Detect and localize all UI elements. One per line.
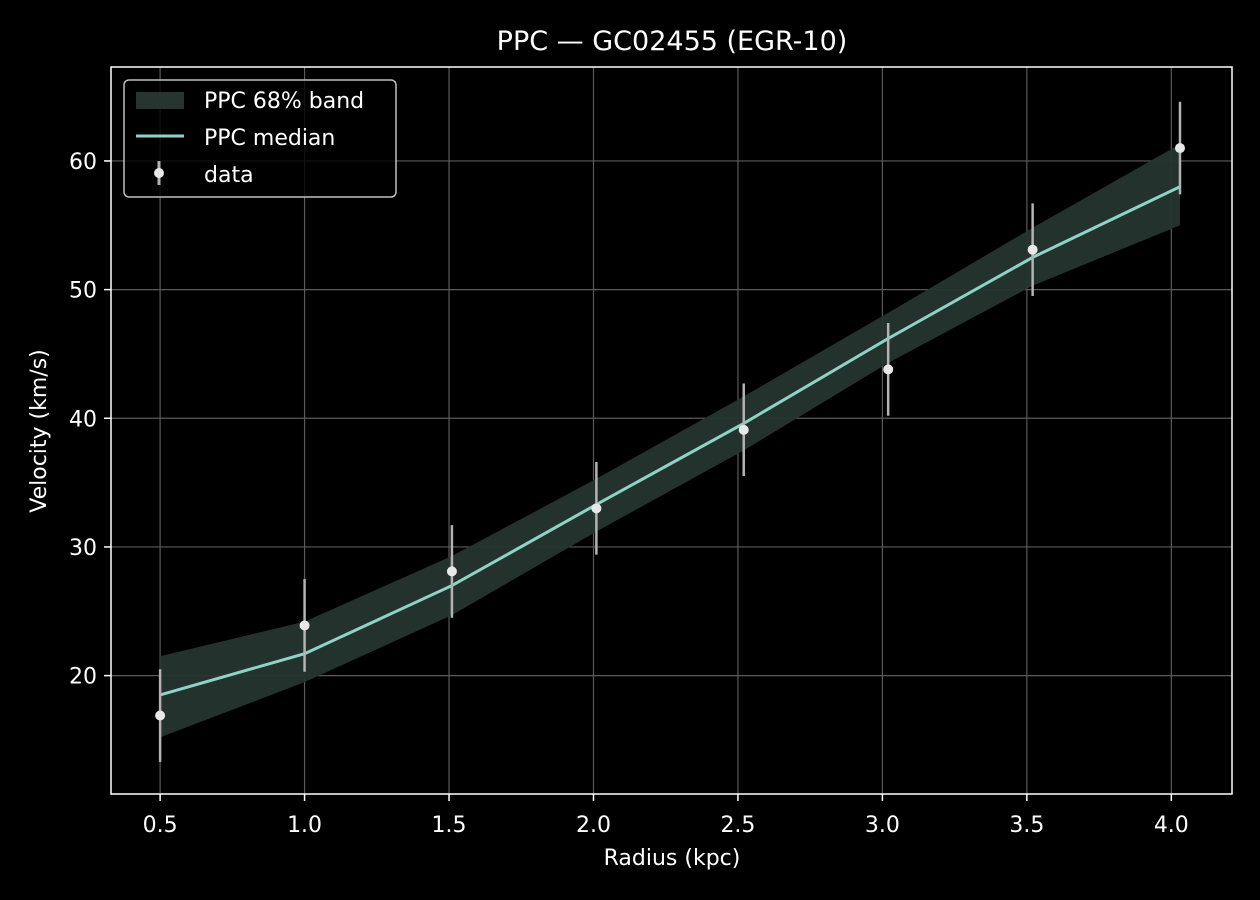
legend-band-swatch xyxy=(136,92,184,109)
x-axis-label: Radius (kpc) xyxy=(604,846,741,871)
ppc-median-layer xyxy=(159,185,1181,697)
data-point xyxy=(1174,143,1185,154)
legend-label-median: PPC median xyxy=(204,126,335,151)
legend-label-band: PPC 68% band xyxy=(204,89,364,114)
data-point xyxy=(446,566,457,577)
data-point xyxy=(155,710,166,721)
data-point xyxy=(883,364,894,375)
legend-frame xyxy=(123,79,397,198)
ppc-68-band xyxy=(160,144,1181,738)
axis-ticks: 0.5 1.0 1.5 2.0 2.5 3.0 3.5 4.0 20 30 40 50 60 xyxy=(69,150,1189,838)
data-point xyxy=(1027,244,1038,255)
ppc-median-line xyxy=(159,185,1181,697)
y-tick-label: 60 xyxy=(69,150,97,175)
x-tick-label: 3.5 xyxy=(1009,813,1044,838)
data-points-layer xyxy=(155,101,1185,762)
x-tick-label: 3.0 xyxy=(865,813,900,838)
x-tick-label: 2.5 xyxy=(720,813,755,838)
y-axis-label: Velocity (km/s) xyxy=(27,349,52,513)
data-point xyxy=(738,424,749,435)
plot-area-frame xyxy=(110,66,1233,795)
data-point xyxy=(591,503,602,514)
data-point xyxy=(299,620,310,631)
x-tick-label: 4.0 xyxy=(1154,813,1189,838)
legend: PPC 68% band PPC median data xyxy=(123,79,397,198)
legend-data-marker xyxy=(154,168,164,178)
x-tick-label: 0.5 xyxy=(143,813,178,838)
y-tick-label: 20 xyxy=(69,665,97,690)
y-tick-label: 30 xyxy=(69,536,97,561)
y-tick-label: 50 xyxy=(69,279,97,304)
x-tick-label: 1.0 xyxy=(287,813,322,838)
y-tick-label: 40 xyxy=(69,407,97,432)
chart-title: PPC — GC02455 (EGR-10) xyxy=(497,26,848,57)
x-tick-label: 1.5 xyxy=(432,813,467,838)
ppc-band-layer xyxy=(160,144,1181,738)
legend-label-data: data xyxy=(204,163,254,188)
x-tick-label: 2.0 xyxy=(576,813,611,838)
